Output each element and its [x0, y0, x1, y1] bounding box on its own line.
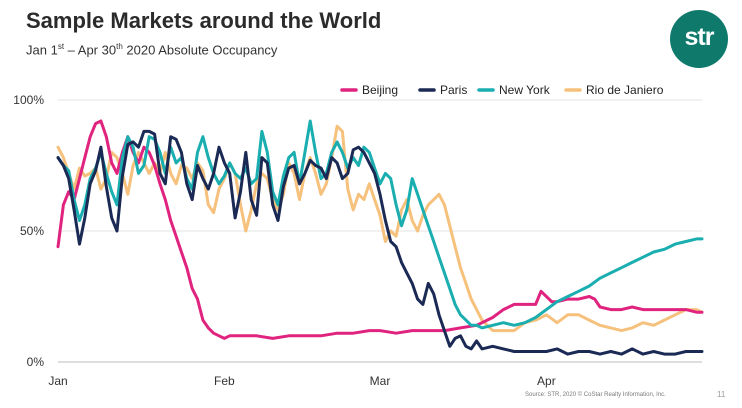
chart-subtitle: Jan 1st – Apr 30th 2020 Absolute Occupan… — [26, 42, 277, 57]
logo-text: str — [684, 22, 715, 51]
y-axis-ticks: 0% 50% 100% — [13, 93, 44, 369]
chart-legend: Beijing Paris New York Rio de Janiero — [340, 83, 664, 97]
chart-grid — [58, 99, 702, 363]
series-line-paris — [56, 129, 704, 356]
legend-label: Beijing — [362, 83, 398, 97]
subtitle-end: 2020 Absolute Occupancy — [122, 42, 278, 58]
subtitle-middle: – Apr 30 — [64, 42, 117, 58]
source-footnote: Source: STR, 2020 © CoStar Realty Inform… — [525, 392, 666, 398]
legend-label: Rio de Janiero — [586, 83, 664, 97]
x-tick-label: Apr — [537, 374, 556, 388]
x-tick-label: Feb — [214, 374, 235, 388]
chart-series — [56, 119, 704, 356]
legend-label: Paris — [440, 83, 467, 97]
series-line-beijing — [56, 119, 704, 340]
x-tick-label: Mar — [370, 374, 391, 388]
y-tick-label: 100% — [13, 93, 44, 107]
subtitle-sup-st: st — [57, 42, 65, 51]
y-tick-label: 0% — [27, 355, 45, 369]
series-line-rio-de-janiero — [56, 124, 704, 333]
series-line-new-york — [56, 119, 704, 330]
page-number: 11 — [717, 390, 726, 399]
legend-label: New York — [499, 83, 551, 97]
subtitle-sup-th: th — [116, 42, 123, 51]
y-tick-label: 50% — [20, 224, 44, 238]
x-axis-ticks: Jan Feb Mar Apr — [48, 374, 555, 388]
str-logo-icon: str — [670, 10, 728, 68]
x-tick-label: Jan — [48, 374, 67, 388]
subtitle-start: Jan 1 — [26, 42, 58, 58]
page-title: Sample Markets around the World — [26, 8, 382, 33]
